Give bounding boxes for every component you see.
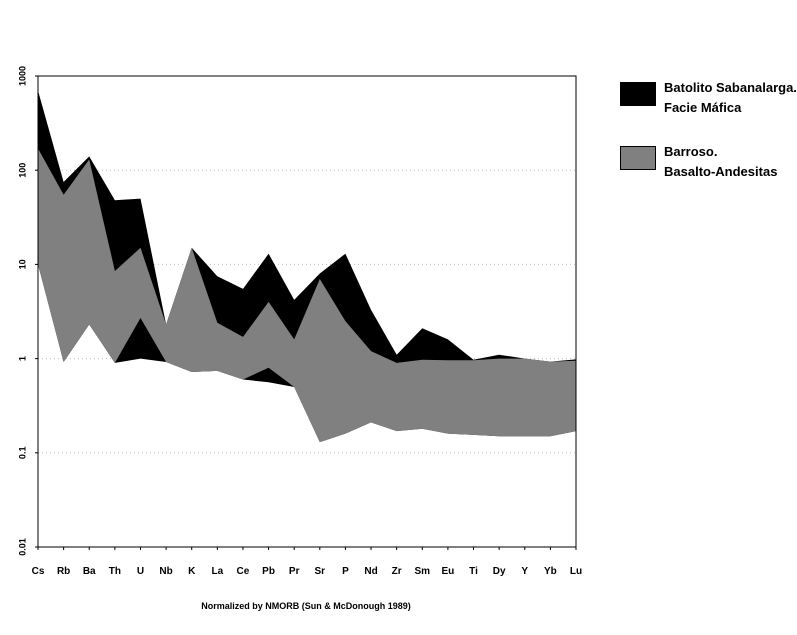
x-tick-label: Th — [109, 566, 121, 577]
x-tick-label: Nb — [159, 566, 172, 577]
x-tick-label: Lu — [570, 566, 582, 577]
legend-swatch-gray — [620, 146, 656, 170]
legend-label: Barroso. Basalto-Andesitas — [664, 142, 777, 182]
y-tick-label: 100 — [17, 163, 27, 178]
x-tick-label: Y — [521, 566, 528, 577]
area-series-2 — [38, 148, 576, 443]
x-tick-label: Ba — [83, 566, 96, 577]
x-tick-label: U — [137, 566, 144, 577]
x-tick-label: Rb — [57, 566, 70, 577]
x-tick-label: P — [342, 566, 349, 577]
legend: Batolito Sabanalarga. Facie Máfica Barro… — [620, 78, 797, 206]
x-tick-label: Ce — [237, 566, 250, 577]
legend-item-batolito: Batolito Sabanalarga. Facie Máfica — [620, 78, 797, 142]
x-tick-label: Pb — [262, 566, 275, 577]
legend-label-line: Barroso. — [664, 144, 718, 159]
y-tick-label: 10 — [17, 259, 27, 269]
plot-frame — [37, 75, 577, 548]
x-tick-label: Ti — [469, 566, 478, 577]
x-tick-label: Yb — [544, 566, 557, 577]
y-tick-label: 0.1 — [17, 447, 27, 460]
x-axis-label: Normalized by NMORB (Sun & McDonough 198… — [201, 601, 411, 611]
x-tick-label: Sm — [415, 566, 431, 577]
legend-item-barroso: Barroso. Basalto-Andesitas — [620, 142, 795, 206]
x-tick-label: Cs — [32, 566, 45, 577]
y-tick-label: 0.01 — [17, 538, 27, 556]
legend-label-line: Facie Máfica — [664, 100, 742, 115]
y-axis: 0.01 0.1 1 10 100 1000 — [17, 66, 38, 556]
x-tick-label: Zr — [392, 566, 402, 577]
legend-label-line: Batolito Sabanalarga. — [664, 80, 797, 95]
x-tick-label: Eu — [442, 566, 455, 577]
x-tick-label: K — [188, 566, 196, 577]
x-tick-label: Sr — [315, 566, 326, 577]
y-tick-label: 1 — [17, 356, 27, 361]
x-tick-label: Pr — [289, 566, 300, 577]
x-axis: Cs Rb Ba Th U Nb K La Ce Pb Pr Sr P Nd Zr Sm Eu Ti Dy Y Yb Lu — [32, 547, 582, 577]
y-tick-label: 1000 — [17, 66, 27, 86]
chart-areas — [38, 90, 576, 443]
plot-border — [37, 75, 577, 548]
legend-swatch-black — [620, 82, 656, 106]
legend-label-line: Basalto-Andesitas — [664, 164, 778, 179]
legend-label: Batolito Sabanalarga. Facie Máfica — [664, 78, 797, 118]
x-tick-label: Dy — [493, 566, 506, 577]
x-tick-label: Nd — [364, 566, 377, 577]
x-tick-label: La — [211, 566, 223, 577]
